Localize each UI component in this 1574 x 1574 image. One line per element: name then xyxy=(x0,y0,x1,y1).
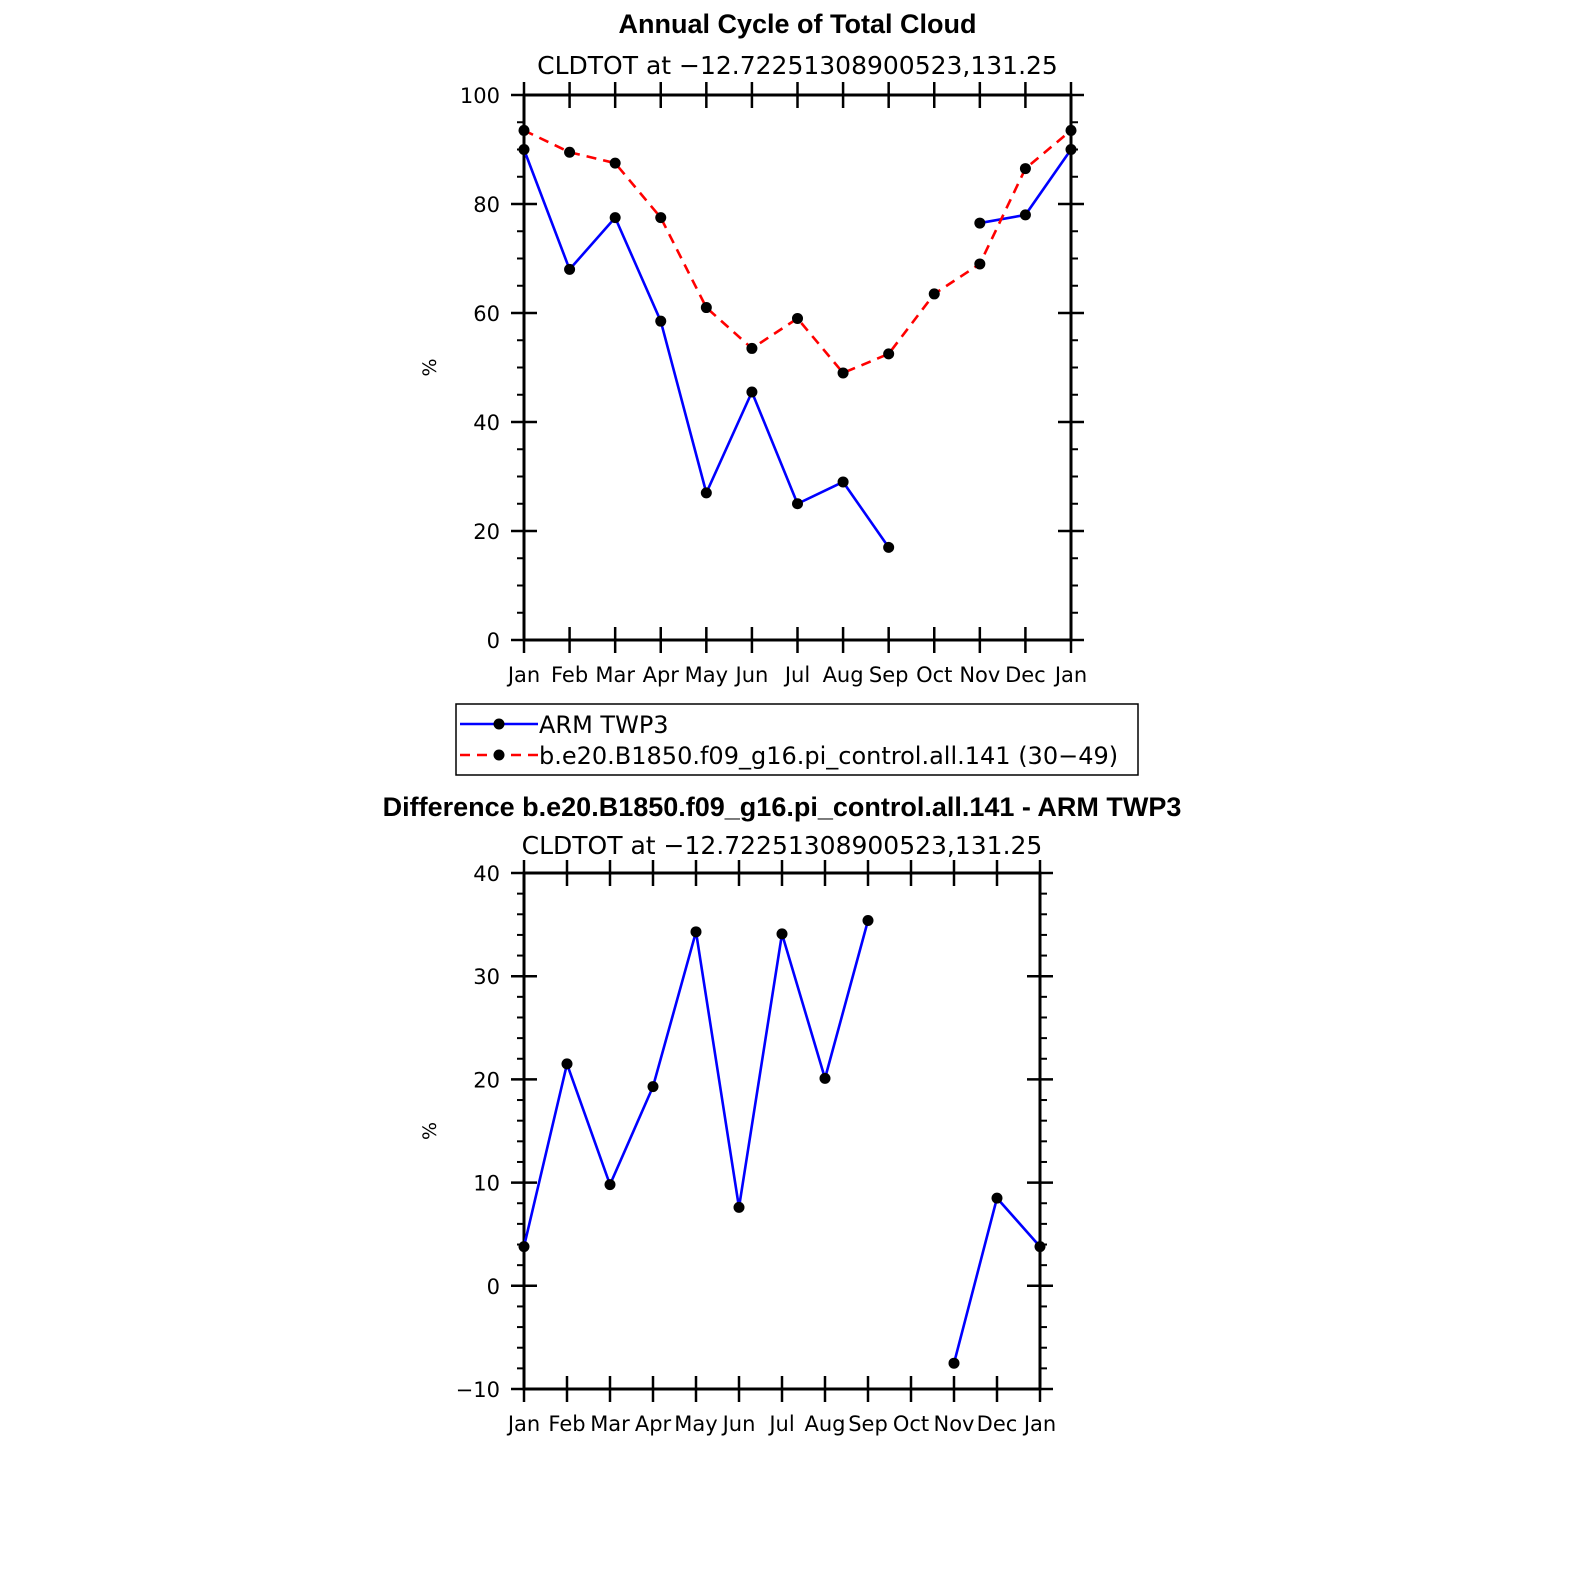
legend-marker-0 xyxy=(493,718,505,730)
data-point xyxy=(518,1241,530,1253)
chart-subtitle: CLDTOT at −12.72251308900523,131.25 xyxy=(522,831,1043,860)
y-axis-label: % xyxy=(419,1122,441,1140)
y-tick-label: 20 xyxy=(473,1068,500,1092)
data-point xyxy=(819,1072,831,1084)
data-point xyxy=(837,476,849,488)
x-tick-label: Jan xyxy=(506,663,540,687)
x-tick-label: Aug xyxy=(823,663,864,687)
x-tick-label: Oct xyxy=(893,1412,929,1436)
data-point xyxy=(609,212,621,224)
y-tick-label: 20 xyxy=(473,520,500,544)
data-point xyxy=(991,1192,1003,1204)
x-tick-label: Apr xyxy=(643,663,680,687)
data-point xyxy=(561,1058,573,1070)
data-point xyxy=(518,144,530,155)
data-point xyxy=(604,1179,616,1191)
data-point xyxy=(700,302,712,314)
data-point xyxy=(733,1201,745,1213)
x-tick-label: Oct xyxy=(916,663,952,687)
data-point xyxy=(792,498,803,510)
data-point xyxy=(837,367,849,379)
chart-subtitle: CLDTOT at −12.72251308900523,131.25 xyxy=(537,51,1058,80)
data-point xyxy=(928,288,940,300)
data-point xyxy=(776,928,788,940)
x-tick-label: Mar xyxy=(595,663,635,687)
x-tick-label: Jun xyxy=(734,663,769,687)
x-tick-label: Jul xyxy=(783,663,810,687)
x-tick-label: Nov xyxy=(959,663,1000,687)
y-tick-label: 100 xyxy=(460,84,500,108)
data-point xyxy=(647,1081,659,1093)
x-tick-label: Jul xyxy=(767,1412,794,1436)
legend-label-1: b.e20.B1850.f09_g16.pi_control.all.141 (… xyxy=(539,742,1118,770)
plot-frame xyxy=(522,871,1042,1391)
series-1 xyxy=(518,124,1077,379)
x-tick-label: Feb xyxy=(548,1412,585,1436)
y-tick-label: 30 xyxy=(473,965,500,989)
data-point xyxy=(564,146,576,158)
annual-cycle-panel: Annual Cycle of Total Cloud CLDTOT at −12… xyxy=(419,9,1087,687)
series-0 xyxy=(518,914,1046,1369)
data-point xyxy=(862,914,874,926)
legend-marker-1 xyxy=(493,749,505,761)
data-point xyxy=(1019,209,1031,221)
data-point xyxy=(974,258,986,270)
y-axis-label: % xyxy=(419,358,441,376)
x-tick-label: Jan xyxy=(1053,663,1087,687)
x-tick-label: Dec xyxy=(977,1412,1018,1436)
x-tick-label: Mar xyxy=(590,1412,630,1436)
data-point xyxy=(746,342,758,354)
data-point xyxy=(1019,163,1031,175)
chart-title: Annual Cycle of Total Cloud xyxy=(618,9,976,39)
x-tick-label: Nov xyxy=(934,1412,975,1436)
x-tick-label: Jan xyxy=(1022,1412,1056,1436)
data-point xyxy=(655,212,667,224)
chart-title: Difference b.e20.B1850.f09_g16.pi_contro… xyxy=(383,792,1182,822)
x-tick-label: Jun xyxy=(721,1412,756,1436)
data-point xyxy=(564,263,576,275)
x-tick-label: May xyxy=(674,1412,717,1436)
y-tick-label: −10 xyxy=(456,1378,500,1402)
x-tick-label: Dec xyxy=(1005,663,1046,687)
y-tick-label: 10 xyxy=(473,1172,500,1196)
data-point xyxy=(974,217,986,229)
data-point xyxy=(1034,1241,1046,1253)
y-tick-label: 40 xyxy=(473,862,500,886)
legend-label-0: ARM TWP3 xyxy=(539,711,669,739)
y-tick-label: 0 xyxy=(487,1275,500,1299)
plot-frame xyxy=(522,93,1073,642)
data-point xyxy=(655,315,667,327)
data-point xyxy=(883,541,895,553)
x-tick-label: Sep xyxy=(848,1412,888,1436)
legend: ARM TWP3 b.e20.B1850.f09_g16.pi_control.a… xyxy=(455,703,1139,776)
series-line xyxy=(523,129,1072,375)
x-tick-label: Feb xyxy=(551,663,588,687)
data-point xyxy=(518,124,530,136)
x-tick-label: May xyxy=(685,663,728,687)
x-tick-label: Aug xyxy=(804,1412,845,1436)
data-point xyxy=(883,348,895,360)
y-tick-label: 0 xyxy=(487,629,500,653)
data-point xyxy=(609,157,621,169)
y-tick-label: 60 xyxy=(473,302,500,326)
series-0 xyxy=(518,144,1077,553)
difference-panel: Difference b.e20.B1850.f09_g16.pi_contro… xyxy=(383,792,1182,1436)
y-tick-label: 80 xyxy=(473,193,500,217)
data-point xyxy=(1065,144,1077,155)
x-tick-label: Apr xyxy=(635,1412,672,1436)
x-tick-label: Sep xyxy=(869,663,909,687)
data-point xyxy=(1065,124,1077,136)
data-point xyxy=(948,1357,960,1369)
data-point xyxy=(690,926,702,938)
data-point xyxy=(700,487,712,499)
legend-box xyxy=(455,703,1139,776)
data-point xyxy=(746,386,758,398)
series-line xyxy=(952,1195,1041,1364)
data-point xyxy=(792,312,803,324)
x-tick-label: Jan xyxy=(506,1412,540,1436)
y-tick-label: 40 xyxy=(473,411,500,435)
series-line xyxy=(522,920,870,1247)
